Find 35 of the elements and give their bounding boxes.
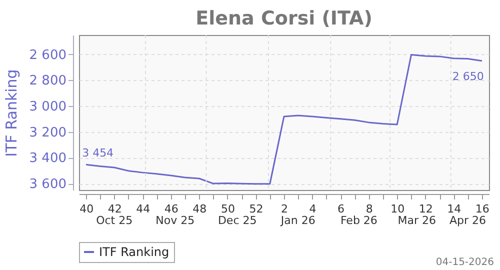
text: Dec 25 — [218, 214, 257, 227]
x-tick-label: 48 — [192, 202, 207, 216]
x-tick-label: 46 — [164, 202, 178, 216]
text: 04-15-2026 — [436, 257, 494, 268]
x-tick-label: 2 — [281, 202, 288, 216]
y-tick-label: 2 600 — [29, 48, 66, 63]
y-tick-label: 3 000 — [29, 100, 66, 115]
x-tick-label: 14 — [447, 202, 462, 216]
text: Nov 25 — [156, 214, 195, 227]
y-tick-label: 3 400 — [29, 151, 66, 166]
x-tick-label: 12 — [418, 202, 433, 216]
chart-title: Elena Corsi (ITA) — [196, 8, 372, 30]
line-series — [85, 54, 483, 185]
text: Jan 26 — [280, 214, 316, 227]
x-tick-label: 8 — [366, 202, 373, 216]
x-tick-label: 44 — [136, 202, 150, 216]
text: Feb 26 — [340, 214, 378, 227]
x-tick-label: 10 — [390, 202, 405, 216]
x-tick-label: 6 — [338, 202, 345, 216]
data-label: 3 454 — [82, 146, 114, 160]
data-label: 2 650 — [452, 70, 484, 83]
x-tick-label: 50 — [220, 202, 235, 216]
text: Mar 26 — [398, 214, 436, 227]
y-tick-label: 2 800 — [29, 74, 66, 89]
text: Oct 25 — [96, 214, 133, 227]
y-tick-label: 3 200 — [29, 125, 66, 140]
x-tick-label: 40 — [80, 202, 94, 216]
x-tick-label: 42 — [108, 202, 122, 216]
x-tick-label: 52 — [249, 202, 264, 216]
x-tick-label: 16 — [475, 202, 490, 216]
text: Apr 26 — [450, 214, 486, 227]
x-tick-label: 4 — [309, 202, 316, 216]
legend-label: ITF Ranking — [99, 245, 170, 259]
y-tick-label: 3 600 — [29, 177, 66, 192]
y-axis-title: ITF Ranking — [2, 69, 20, 157]
